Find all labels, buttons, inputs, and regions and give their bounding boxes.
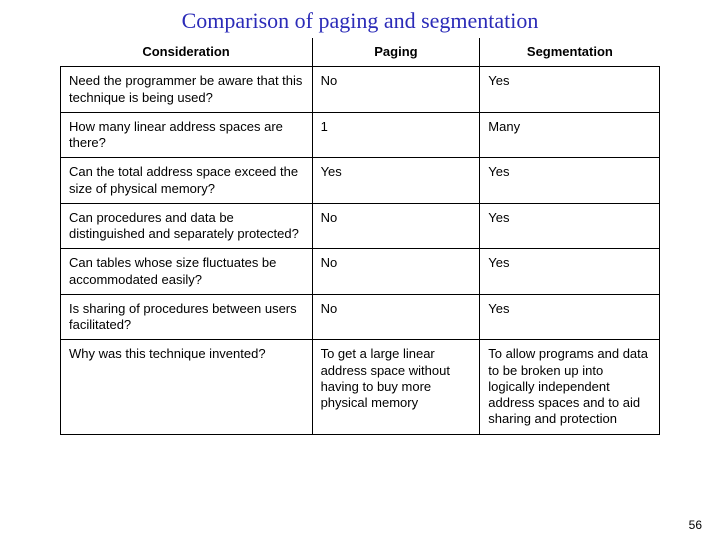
cell-paging: No bbox=[312, 249, 480, 295]
cell-paging: No bbox=[312, 67, 480, 113]
table-body: Need the programmer be aware that this t… bbox=[61, 67, 660, 434]
cell-paging: 1 bbox=[312, 112, 480, 158]
table-row: Is sharing of procedures between users f… bbox=[61, 294, 660, 340]
cell-consideration: Need the programmer be aware that this t… bbox=[61, 67, 313, 113]
cell-paging: To get a large linear address space with… bbox=[312, 340, 480, 434]
column-header-consideration: Consideration bbox=[61, 38, 313, 67]
table-row: How many linear address spaces are there… bbox=[61, 112, 660, 158]
cell-segmentation: Yes bbox=[480, 249, 660, 295]
cell-consideration: Can procedures and data be distinguished… bbox=[61, 203, 313, 249]
cell-consideration: Why was this technique invented? bbox=[61, 340, 313, 434]
page-number: 56 bbox=[689, 518, 702, 532]
cell-consideration: Can tables whose size fluctuates be acco… bbox=[61, 249, 313, 295]
cell-segmentation: Yes bbox=[480, 203, 660, 249]
column-header-segmentation: Segmentation bbox=[480, 38, 660, 67]
cell-segmentation: Yes bbox=[480, 158, 660, 204]
cell-paging: No bbox=[312, 294, 480, 340]
table-row: Why was this technique invented? To get … bbox=[61, 340, 660, 434]
table-row: Can procedures and data be distinguished… bbox=[61, 203, 660, 249]
cell-consideration: How many linear address spaces are there… bbox=[61, 112, 313, 158]
cell-consideration: Can the total address space exceed the s… bbox=[61, 158, 313, 204]
cell-segmentation: Many bbox=[480, 112, 660, 158]
cell-paging: Yes bbox=[312, 158, 480, 204]
cell-consideration: Is sharing of procedures between users f… bbox=[61, 294, 313, 340]
table-row: Can tables whose size fluctuates be acco… bbox=[61, 249, 660, 295]
table-row: Need the programmer be aware that this t… bbox=[61, 67, 660, 113]
cell-segmentation: Yes bbox=[480, 294, 660, 340]
table-row: Can the total address space exceed the s… bbox=[61, 158, 660, 204]
table-header-row: Consideration Paging Segmentation bbox=[61, 38, 660, 67]
cell-segmentation: To allow programs and data to be broken … bbox=[480, 340, 660, 434]
slide-title: Comparison of paging and segmentation bbox=[0, 0, 720, 38]
column-header-paging: Paging bbox=[312, 38, 480, 67]
cell-paging: No bbox=[312, 203, 480, 249]
cell-segmentation: Yes bbox=[480, 67, 660, 113]
comparison-table-container: Consideration Paging Segmentation Need t… bbox=[0, 38, 720, 435]
comparison-table: Consideration Paging Segmentation Need t… bbox=[60, 38, 660, 435]
